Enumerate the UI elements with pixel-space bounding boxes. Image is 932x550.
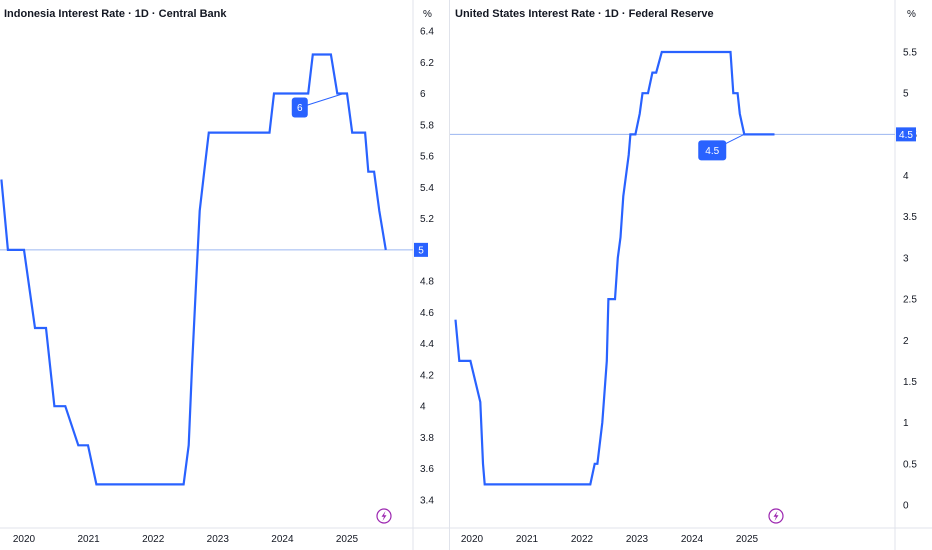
current-value-badge-label: 5 (418, 245, 424, 256)
chart-title: Indonesia Interest Rate · 1D · Central B… (4, 8, 227, 20)
y-tick-label: 5.4 (420, 183, 434, 194)
x-tick-label: 2020 (13, 534, 36, 545)
x-tick-label: 2021 (516, 534, 539, 545)
y-tick-label: 4.8 (420, 277, 434, 288)
flash-icon-ring (376, 508, 392, 524)
chart-svg[interactable]: % 3.4 3.6 3.8 4 4.2 4.4 4.6 4.8 5 5.2 5.4 5.6 5.8 6 6.2… (0, 0, 450, 550)
pane-divider[interactable] (449, 0, 450, 550)
y-tick-label: 3.5 (903, 212, 917, 223)
x-tick-label: 2024 (271, 534, 294, 545)
chart-pane-united-states: United States Interest Rate · 1D · Feder… (450, 0, 932, 550)
annotation-badge[interactable] (291, 97, 308, 118)
annotation-label: 6 (297, 103, 303, 114)
y-tick-label: 4.2 (420, 370, 434, 381)
y-tick-label: 2.5 (903, 295, 917, 306)
y-tick-label: 6 (420, 89, 426, 100)
y-tick-label: 3.6 (420, 464, 434, 475)
unit-label: % (907, 9, 916, 20)
y-tick-label: 4 (903, 171, 909, 182)
y-tick-label: 3.8 (420, 433, 434, 444)
current-value-badge (414, 242, 428, 257)
x-tick-label: 2025 (336, 534, 359, 545)
y-tick-label: 5.8 (420, 120, 434, 131)
y-tick-label: 5.2 (420, 214, 434, 225)
flash-icon-bolt (773, 511, 779, 521)
chart-svg[interactable]: % 0 0.5 1 1.5 2 2.5 3 3.5 4 4.5 5 5.5 2020 2021 2022 202… (450, 0, 932, 550)
lightning-bolt-icon[interactable] (376, 508, 392, 524)
x-tick-label: 2021 (77, 534, 100, 545)
y-tick-label: 5 (903, 89, 909, 100)
y-tick-label: 3 (903, 253, 909, 264)
y-tick-label: 6.2 (420, 58, 434, 69)
y-tick-label: 0 (903, 501, 909, 512)
lightning-bolt-icon[interactable] (768, 508, 784, 524)
x-tick-label: 2020 (461, 534, 484, 545)
y-tick-label: 6.4 (420, 27, 434, 38)
chart-pane-indonesia: Indonesia Interest Rate · 1D · Central B… (0, 0, 450, 550)
current-value-badge (896, 127, 916, 142)
x-tick-label: 2025 (736, 534, 759, 545)
x-tick-label: 2024 (681, 534, 704, 545)
series-line[interactable] (0, 53, 387, 486)
y-tick-label: 0.5 (903, 459, 917, 470)
current-value-badge-label: 4.5 (899, 130, 913, 141)
annotation-badge[interactable] (698, 140, 727, 161)
x-tick-label: 2022 (142, 534, 165, 545)
series-line[interactable] (454, 50, 775, 486)
chart-title: United States Interest Rate · 1D · Feder… (455, 8, 714, 20)
y-tick-label: 5.5 (903, 48, 917, 59)
y-tick-label: 5.6 (420, 152, 434, 163)
y-tick-label: 2 (903, 336, 909, 347)
y-tick-label: 4.6 (420, 308, 434, 319)
y-tick-label: 3.4 (420, 496, 434, 507)
y-tick-label: 4.4 (420, 339, 434, 350)
annotation-label: 4.5 (705, 146, 719, 157)
flash-icon-ring (768, 508, 784, 524)
y-tick-label: 4 (420, 402, 426, 413)
flash-icon-bolt (381, 511, 387, 521)
unit-label: % (423, 9, 432, 20)
x-tick-label: 2022 (571, 534, 594, 545)
x-tick-label: 2023 (626, 534, 649, 545)
y-tick-label: 1 (903, 418, 909, 429)
x-tick-label: 2023 (207, 534, 230, 545)
y-tick-label: 1.5 (903, 377, 917, 388)
